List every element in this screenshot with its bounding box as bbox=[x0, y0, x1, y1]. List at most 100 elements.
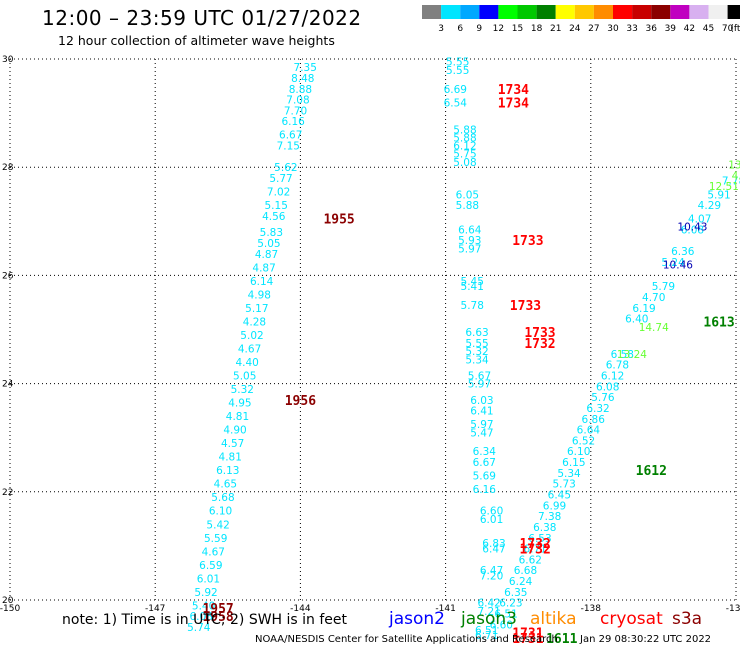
wave-height-label: 10.43 bbox=[677, 222, 707, 234]
wave-height-label: 5.34 bbox=[465, 354, 489, 366]
wave-height-label: 5.17 bbox=[245, 303, 268, 315]
legend-label: 15 bbox=[512, 24, 523, 34]
wave-height-label: 6.63 bbox=[465, 327, 488, 339]
wave-height-label: 6.35 bbox=[504, 587, 527, 599]
wave-height-label: 6.08 bbox=[189, 611, 212, 623]
sat-label-altika: altika bbox=[530, 609, 577, 629]
wave-height-label: 6.71 bbox=[523, 544, 546, 556]
wave-height-label: 5.88 bbox=[453, 124, 476, 136]
wave-height-label: 5.08 bbox=[453, 157, 476, 169]
wave-height-label: 7.35 bbox=[294, 62, 317, 74]
pass-time-label: 1958 bbox=[202, 610, 233, 625]
wave-height-label: 5.55 bbox=[465, 338, 488, 350]
wave-height-label: 5.75 bbox=[453, 149, 476, 161]
wave-height-label: 6.45 bbox=[548, 490, 571, 502]
legend-label: 12 bbox=[493, 24, 504, 34]
wave-height-label: 4.57 bbox=[221, 438, 244, 450]
sat-label-jason2: jason2 bbox=[389, 609, 445, 629]
legend-label: 27 bbox=[588, 24, 599, 34]
footer-note: note: 1) Time is in UTC; 2) SWH is in fe… bbox=[62, 612, 348, 628]
legend-swatch bbox=[498, 5, 518, 19]
legend-swatch bbox=[422, 5, 442, 19]
pass-time-label: 1957 bbox=[202, 602, 233, 617]
wave-height-label: 6.16 bbox=[473, 484, 497, 496]
wave-height-label: 5.45 bbox=[461, 276, 484, 288]
y-tick-label: 22 bbox=[2, 488, 13, 498]
legend-swatch bbox=[574, 5, 594, 19]
wave-height-label: 6.14 bbox=[250, 276, 274, 288]
legend-label: 42 bbox=[684, 24, 695, 34]
wave-height-label: 4.56 bbox=[262, 211, 286, 223]
wave-height-label: 5.93 bbox=[458, 235, 481, 247]
wave-height-label: 6.64 bbox=[458, 224, 482, 236]
wave-height-label: 6.01 bbox=[480, 514, 503, 526]
legend-label: 45 bbox=[703, 24, 714, 34]
y-tick-label: 28 bbox=[2, 163, 14, 173]
wave-height-label: 5.97 bbox=[470, 419, 493, 431]
footer-timestamp: Jan 29 08:30:22 UTC 2022 bbox=[580, 634, 712, 645]
wave-height-label: 6.86 bbox=[582, 414, 606, 426]
wave-height-label: 4.67 bbox=[202, 546, 225, 558]
pass-time-label: 1734 bbox=[498, 96, 529, 111]
wave-height-label: 6.58 bbox=[611, 349, 634, 361]
wave-height-label: 12.51 bbox=[709, 181, 739, 193]
wave-height-label: 6.08 bbox=[596, 381, 619, 393]
pass-time-label: 1732 bbox=[524, 337, 555, 352]
wave-height-label: 5.34 bbox=[557, 468, 581, 480]
wave-height-label: 7.70 bbox=[284, 105, 307, 117]
pass-time-label: 1731 bbox=[512, 626, 543, 641]
wave-height-label: 6.19 bbox=[632, 303, 655, 315]
legend-label: 30 bbox=[607, 24, 619, 34]
legend-label: (ft) bbox=[730, 24, 740, 34]
x-tick-label: -150 bbox=[0, 604, 20, 614]
wave-height-label: 8.48 bbox=[291, 73, 314, 85]
wave-height-label: 5.05 bbox=[233, 370, 256, 382]
wave-height-label: 5.77 bbox=[269, 173, 292, 185]
wave-height-label: 5.73 bbox=[552, 479, 575, 491]
wave-height-label: 5.68 bbox=[211, 492, 234, 504]
sat-label-s3a: s3a bbox=[672, 609, 703, 629]
wave-height-label: 5.59 bbox=[204, 533, 227, 545]
wave-height-label: 5.41 bbox=[461, 281, 484, 293]
wave-height-label: 6.01 bbox=[197, 573, 220, 585]
wave-height-label: 7.38 bbox=[538, 511, 561, 523]
wave-height-label: 6.60 bbox=[490, 619, 513, 631]
pass-time-label: 1955 bbox=[323, 213, 354, 228]
wave-height-label: 6.16 bbox=[281, 116, 305, 128]
wave-height-label: 5.97 bbox=[468, 379, 491, 391]
pass-time-label: 1732 bbox=[519, 537, 550, 552]
pass-time-label: 1611 bbox=[546, 632, 577, 647]
pass-time-label: 1612 bbox=[636, 464, 667, 479]
wave-height-label: 5.42 bbox=[206, 519, 229, 531]
legend-swatch bbox=[708, 5, 728, 19]
wave-height-label: 5.24 bbox=[661, 257, 685, 269]
wave-height-label: 13.27 bbox=[728, 159, 740, 171]
wave-height-label: 5.55 bbox=[446, 57, 469, 69]
wave-height-label: 6.52 bbox=[572, 435, 595, 447]
wave-height-label: 6.47 bbox=[480, 565, 503, 577]
x-tick-label: -135 bbox=[726, 604, 740, 614]
wave-height-label: 4.70 bbox=[642, 292, 665, 304]
wave-height-label: 6.42 bbox=[477, 598, 500, 610]
wave-height-label: 6.34 bbox=[473, 446, 497, 458]
wave-height-label: 10.46 bbox=[663, 260, 693, 272]
wave-height-label: 8.88 bbox=[289, 84, 312, 96]
wave-height-label: 5.79 bbox=[652, 281, 675, 293]
footer-credit: NOAA/NESDIS Center for Satellite Applica… bbox=[255, 634, 558, 645]
legend-swatch bbox=[670, 5, 690, 19]
wave-height-label: 5.91 bbox=[707, 189, 730, 201]
wave-height-label: 5.88 bbox=[456, 200, 479, 212]
wave-height-label: 6.78 bbox=[606, 360, 629, 372]
wave-height-label: 6.32 bbox=[586, 403, 609, 415]
pass-time-label: 1732 bbox=[519, 543, 550, 558]
wave-height-label: 4.87 bbox=[252, 262, 275, 274]
wave-height-label: 6.71 bbox=[475, 630, 498, 642]
wave-height-label: 13.24 bbox=[617, 349, 647, 361]
legend-swatch bbox=[479, 5, 499, 19]
y-tick-label: 24 bbox=[2, 380, 14, 390]
legend-label: 24 bbox=[569, 24, 581, 34]
legend-label: 6 bbox=[457, 24, 463, 34]
pass-time-label: 1733 bbox=[524, 326, 555, 341]
wave-height-label: 6.51 bbox=[494, 609, 517, 621]
